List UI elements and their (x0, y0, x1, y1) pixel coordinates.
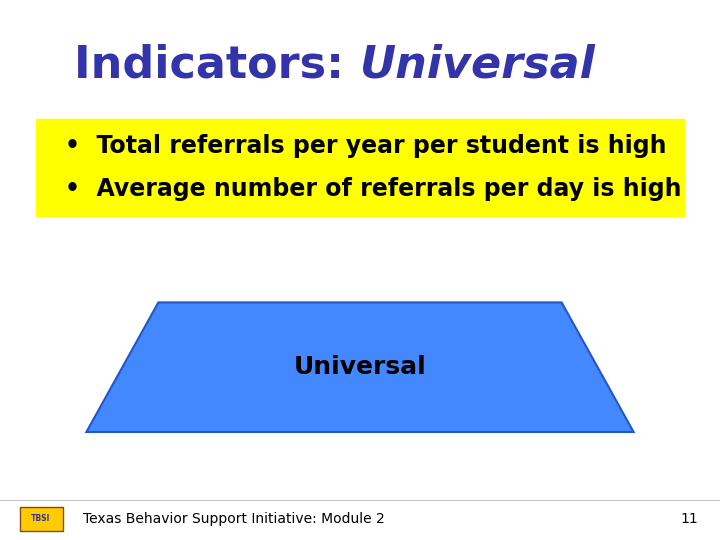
Text: •  Average number of referrals per day is high: • Average number of referrals per day is… (65, 177, 681, 201)
Text: •  Total referrals per year per student is high: • Total referrals per year per student i… (65, 134, 666, 158)
Polygon shape (86, 302, 634, 432)
Text: Universal: Universal (294, 355, 426, 379)
Text: Texas Behavior Support Initiative: Module 2: Texas Behavior Support Initiative: Modul… (83, 512, 384, 526)
FancyBboxPatch shape (20, 507, 63, 531)
Text: TBSI: TBSI (32, 515, 50, 523)
FancyBboxPatch shape (36, 119, 684, 216)
Text: 11: 11 (680, 512, 698, 526)
Text: Universal: Universal (360, 43, 596, 86)
Text: Indicators:: Indicators: (74, 43, 360, 86)
